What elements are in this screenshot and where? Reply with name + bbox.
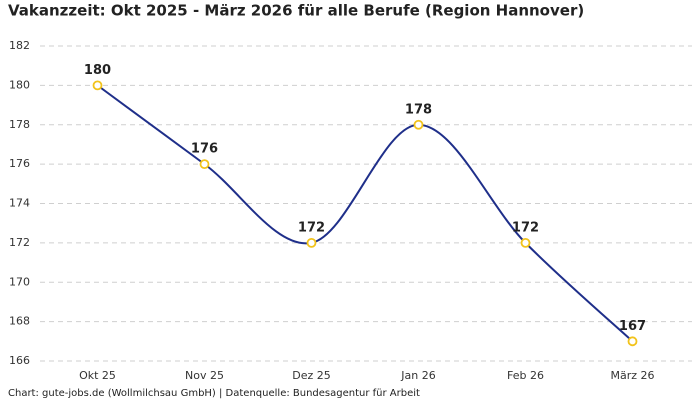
y-tick-label: 180: [9, 78, 30, 91]
data-label: 167: [619, 319, 646, 334]
point-marker: [413, 119, 424, 130]
point-marker: [92, 80, 103, 91]
data-label: 172: [512, 220, 539, 235]
x-tick-label: Nov 25: [185, 369, 224, 382]
point-marker: [520, 237, 531, 248]
data-label: 178: [405, 102, 432, 117]
point-marker: [306, 237, 317, 248]
data-line: [96, 84, 634, 343]
y-tick-label: 168: [9, 315, 30, 328]
x-tick-label: Jan 26: [400, 369, 435, 382]
source-note: Chart: gute-jobs.de (Wollmilchsau GmbH) …: [8, 388, 420, 399]
x-tick-label: März 26: [610, 369, 654, 382]
y-tick-label: 182: [9, 39, 30, 52]
data-label: 180: [84, 63, 111, 78]
x-tick-label: Dez 25: [292, 369, 331, 382]
y-tick-label: 174: [9, 197, 30, 210]
y-tick-label: 166: [9, 354, 30, 367]
data-label: 176: [191, 142, 218, 157]
y-tick-label: 176: [9, 157, 30, 170]
x-tick-label: Okt 25: [79, 369, 116, 382]
y-tick-label: 172: [9, 236, 30, 249]
chart-title: Vakanzzeit: Okt 2025 - März 2026 für all…: [8, 2, 584, 20]
data-label: 172: [298, 220, 325, 235]
y-tick-label: 170: [9, 275, 30, 288]
x-tick-label: Feb 26: [507, 369, 544, 382]
point-marker: [627, 336, 638, 347]
point-marker: [199, 159, 210, 170]
y-tick-label: 178: [9, 118, 30, 131]
